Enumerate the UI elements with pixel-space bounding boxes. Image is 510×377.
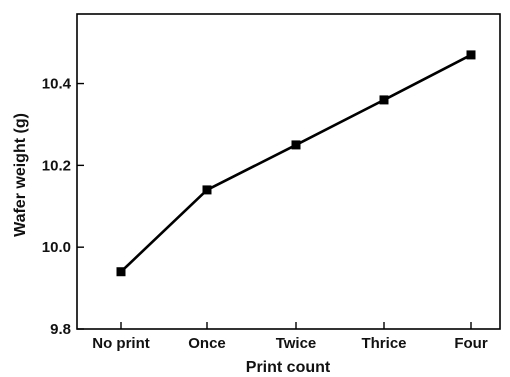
x-tick-label: Four xyxy=(454,335,487,352)
x-tick-label: Twice xyxy=(276,335,317,352)
x-axis: No print Once Twice Thrice Four xyxy=(92,322,488,352)
x-axis-title: Print count xyxy=(246,359,331,376)
x-tick-label: No print xyxy=(92,335,150,352)
y-tick-label: 10.0 xyxy=(42,239,71,256)
data-point-marker xyxy=(291,140,301,150)
plot-frame xyxy=(76,13,501,330)
series-line xyxy=(120,53,472,273)
x-tick-label: Thrice xyxy=(361,335,406,352)
y-axis: 9.8 10.0 10.2 10.4 xyxy=(42,76,84,338)
y-tick-label: 10.2 xyxy=(42,157,71,174)
x-tick-label: Once xyxy=(188,335,226,352)
data-point-marker xyxy=(116,267,126,277)
data-point-marker xyxy=(379,95,389,105)
series-group xyxy=(116,50,476,277)
y-axis-title: Wafer weight (g) xyxy=(12,113,29,237)
y-tick-label: 9.8 xyxy=(50,321,71,338)
y-tick-label: 10.4 xyxy=(42,76,72,93)
data-point-marker xyxy=(202,185,212,195)
data-point-marker xyxy=(466,50,476,60)
